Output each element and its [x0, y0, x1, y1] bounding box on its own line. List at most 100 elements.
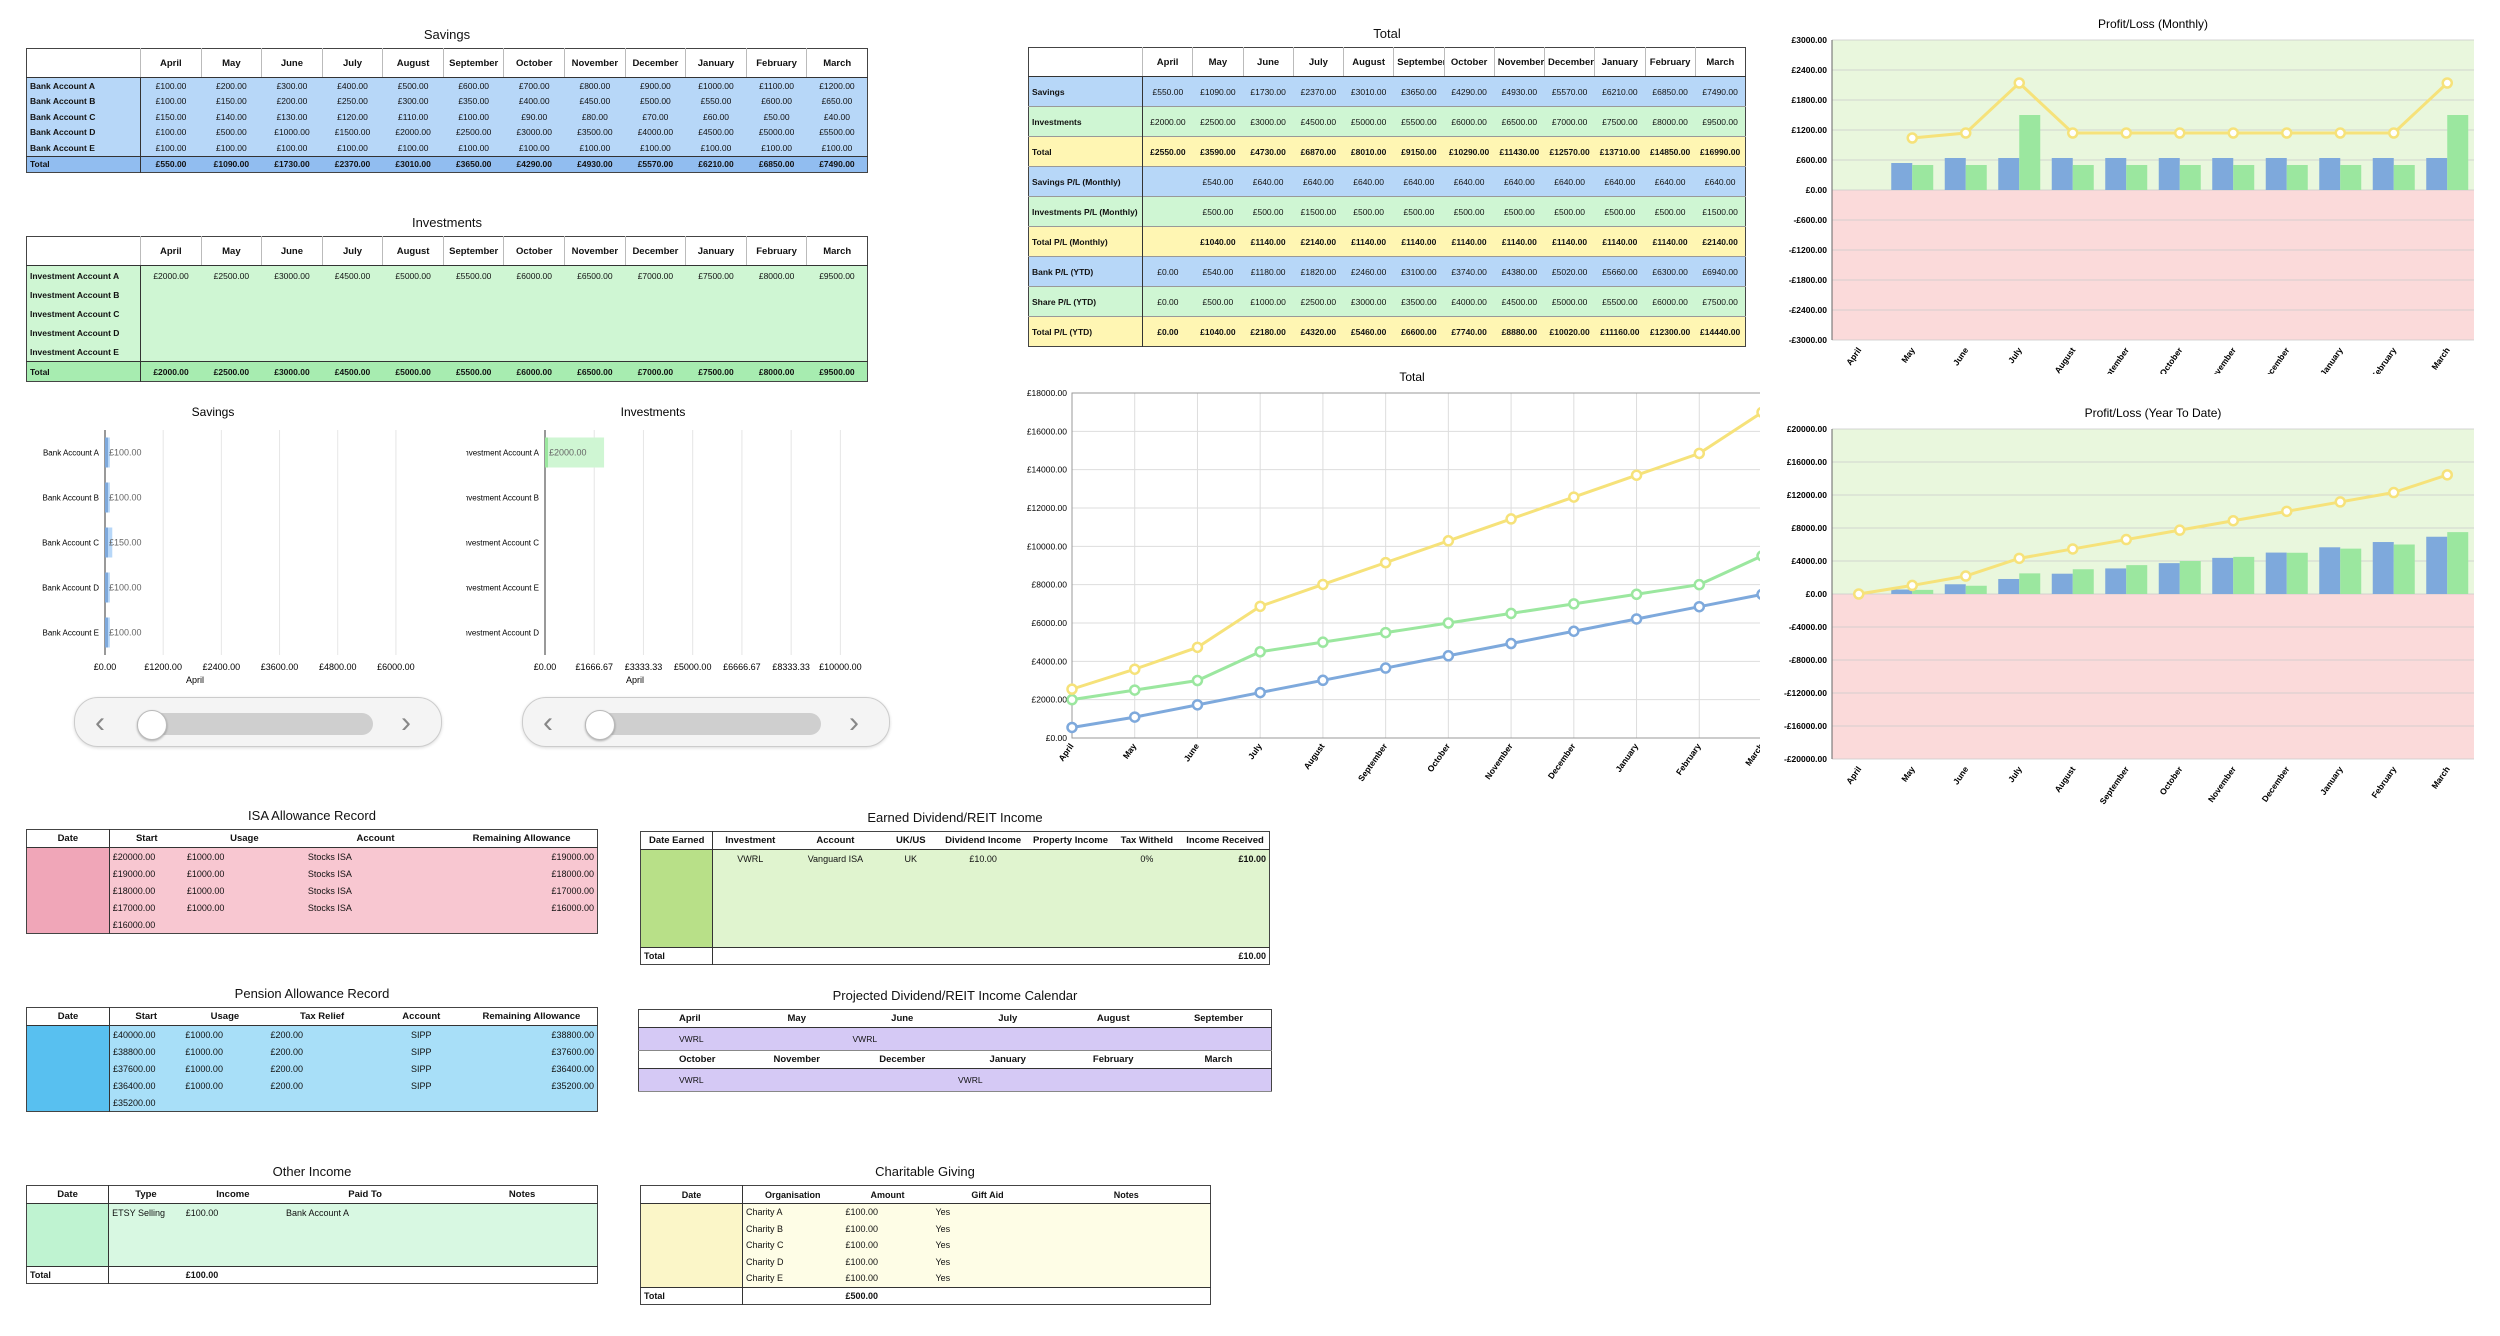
calendar-cell[interactable] [744, 1027, 850, 1051]
table-row[interactable]: Bank Account D £100.00 £500.00 £1000.00 £150… [26, 124, 868, 140]
cell-value[interactable] [564, 304, 626, 323]
date-cell[interactable] [26, 1025, 111, 1043]
cell-value[interactable] [503, 304, 565, 323]
cell-value[interactable]: £2140.00 [1293, 226, 1344, 257]
cell-value[interactable]: SIPP [376, 1043, 466, 1060]
data-point[interactable] [1191, 699, 1204, 711]
cell-value[interactable] [746, 323, 807, 342]
cell-value[interactable]: £100.00 [182, 1203, 283, 1221]
data-point[interactable] [1191, 674, 1204, 687]
calendar-row[interactable]: VWRL VWRL [638, 1068, 1272, 1092]
cell-value[interactable]: Stocks ISA [304, 865, 447, 882]
cell-value[interactable]: £1000.00 [182, 1077, 268, 1094]
date-cell[interactable] [26, 865, 110, 882]
cell-value[interactable]: £1040.00 [1192, 316, 1243, 347]
date-cell[interactable] [640, 849, 714, 867]
cell-value[interactable]: £14440.00 [1695, 316, 1746, 347]
bar[interactable] [2447, 115, 2469, 190]
bar[interactable] [2286, 165, 2308, 190]
bar[interactable] [545, 437, 605, 468]
cell-value[interactable] [883, 867, 938, 948]
cell-value[interactable] [503, 323, 565, 342]
table-row[interactable]: Total P/L (YTD) £0.00 £1040.00 £2180.00 £432… [1028, 316, 1746, 347]
bar[interactable] [2072, 165, 2094, 190]
table-row[interactable]: Investment Account B [26, 285, 868, 304]
cell-value[interactable]: Charity B [742, 1220, 843, 1237]
cell-value[interactable] [182, 1221, 283, 1267]
cell-value[interactable]: £16990.00 [1695, 136, 1746, 167]
data-point[interactable] [1066, 683, 1078, 695]
cell-value[interactable] [937, 867, 1029, 948]
cell-value[interactable]: £200.00 [261, 93, 323, 109]
cell-value[interactable]: £120.00 [322, 109, 383, 125]
table-row[interactable]: £40000.00 £1000.00 £200.00 SIPP £38800.00 [26, 1025, 598, 1043]
cell-value[interactable]: £500.00 [1192, 286, 1243, 317]
data-point[interactable] [1066, 721, 1078, 734]
empty-row[interactable] [26, 1221, 598, 1267]
cell-value[interactable] [746, 342, 807, 362]
cell-value[interactable]: £100.00 [564, 140, 626, 156]
cell-value[interactable]: £2370.00 [322, 155, 383, 173]
cell-value[interactable]: Yes [932, 1253, 1043, 1270]
cell-value[interactable] [382, 285, 444, 304]
data-point[interactable] [1756, 406, 1761, 418]
cell-value[interactable]: Yes [932, 1203, 1043, 1221]
cell-value[interactable]: £5570.00 [625, 155, 686, 173]
data-point[interactable] [1756, 589, 1761, 600]
bar[interactable] [2212, 158, 2234, 190]
cell-value[interactable] [443, 285, 504, 304]
cell-value[interactable]: £1140.00 [1393, 226, 1444, 257]
cell-value[interactable]: £100.00 [842, 1237, 933, 1254]
cell-value[interactable]: £100.00 [443, 140, 504, 156]
cell-value[interactable]: £140.00 [201, 109, 262, 125]
table-row[interactable]: ETSY Selling £100.00 Bank Account A [26, 1203, 598, 1221]
bar[interactable] [1944, 158, 1966, 190]
cell-value[interactable]: £100.00 [806, 140, 868, 156]
investments-table[interactable]: April May June July August September October No… [26, 236, 868, 382]
table-row[interactable]: £16000.00 [26, 916, 598, 934]
data-point[interactable] [1906, 579, 1918, 592]
cell-value[interactable] [183, 916, 305, 934]
chevron-right-icon[interactable]: › [849, 706, 859, 739]
cell-value[interactable]: £17000.00 [446, 882, 598, 899]
cell-value[interactable]: £19000.00 [109, 865, 184, 882]
cell-value[interactable]: £1000.00 [183, 899, 305, 916]
cell-value[interactable]: £1500.00 [1695, 196, 1746, 227]
cell-value[interactable]: £5660.00 [1594, 256, 1645, 287]
bar[interactable] [2319, 547, 2341, 594]
investments-month-slider[interactable]: ‹ › [522, 697, 890, 747]
cell-value[interactable]: £100.00 [322, 140, 383, 156]
cell-value[interactable]: £700.00 [503, 77, 565, 94]
cell-value[interactable]: £500.00 [1645, 196, 1696, 227]
cell-value[interactable] [1028, 849, 1113, 867]
cell-value[interactable]: £4000.00 [625, 124, 686, 140]
table-row[interactable]: £19000.00 £1000.00 Stocks ISA £18000.00 [26, 865, 598, 882]
cell-value[interactable] [806, 323, 868, 342]
table-row[interactable]: £20000.00 £1000.00 Stocks ISA £19000.00 [26, 847, 598, 865]
data-point[interactable] [1128, 711, 1141, 723]
cell-value[interactable]: £7000.00 [625, 265, 686, 285]
cell-value[interactable]: SIPP [376, 1060, 466, 1077]
cell-value[interactable]: £1140.00 [1343, 226, 1394, 257]
cell-value[interactable]: £0.00 [1142, 286, 1193, 317]
cell-value[interactable]: £4930.00 [1494, 76, 1545, 107]
cell-value[interactable]: £5000.00 [1544, 286, 1595, 317]
bar[interactable] [2265, 552, 2287, 594]
cell-value[interactable]: £2000.00 [140, 265, 202, 285]
cell-value[interactable]: £5500.00 [443, 361, 504, 382]
data-point[interactable] [2441, 469, 2453, 481]
cell-value[interactable]: £10290.00 [1444, 136, 1495, 167]
cell-value[interactable]: £1000.00 [1243, 286, 1294, 317]
bar[interactable] [2426, 536, 2448, 594]
cell-value[interactable]: £6210.00 [685, 155, 747, 173]
total-row[interactable]: Total £100.00 [26, 1266, 598, 1284]
cell-value[interactable] [564, 323, 626, 342]
cell-value[interactable]: £1730.00 [261, 155, 323, 173]
cell-value[interactable]: £6500.00 [564, 265, 626, 285]
cell-value[interactable] [108, 1221, 183, 1267]
data-point[interactable] [1693, 447, 1706, 460]
cell-value[interactable]: £100.00 [842, 1253, 933, 1270]
cell-value[interactable]: £640.00 [1544, 166, 1595, 197]
cell-value[interactable]: £4000.00 [1444, 286, 1495, 317]
chevron-left-icon[interactable]: ‹ [95, 706, 105, 739]
